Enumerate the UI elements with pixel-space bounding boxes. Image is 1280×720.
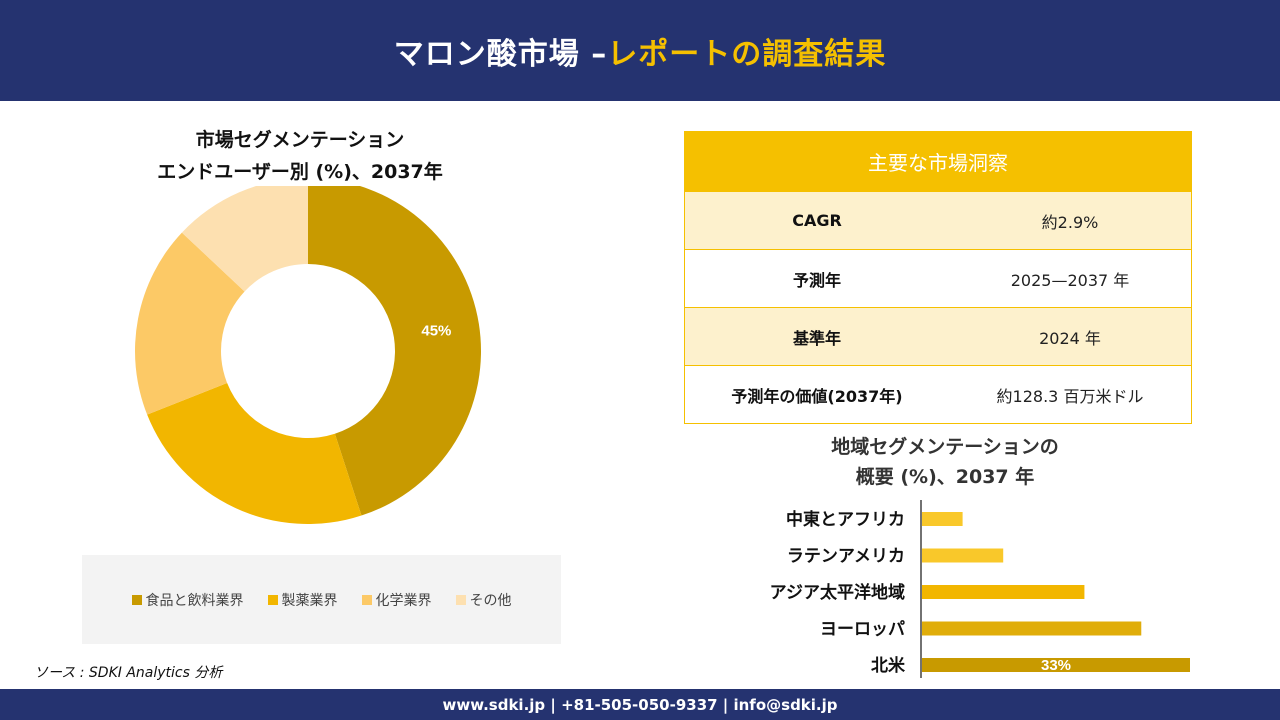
- page-title-accent: レポートの調査結果: [607, 36, 887, 72]
- insight-row-forecast-year: 予測年 2025—2037 年: [685, 249, 1191, 307]
- bar: [922, 658, 1190, 672]
- bar: [922, 621, 1142, 636]
- footer-contact: www.sdki.jp | +81-505-050-9337 | info@sd…: [0, 689, 1280, 720]
- donut-slice: [181, 186, 308, 292]
- donut-chart: 45%: [135, 186, 482, 524]
- legend-label: その他: [469, 592, 512, 609]
- source-note: ソース : SDKI Analytics 分析: [34, 665, 223, 681]
- insight-row-forecast-value: 予測年の価値(2037年) 約128.3 百万米ドル: [685, 365, 1191, 423]
- bar-category-label: ラテンアメリカ: [787, 547, 905, 567]
- bar: [922, 512, 963, 526]
- donut-title-line2: エンドユーザー別 (%)、2037年: [157, 161, 443, 183]
- insight-label: CAGR: [792, 211, 842, 230]
- legend-swatch: [455, 594, 466, 605]
- legend-swatch: [361, 594, 372, 605]
- insight-value: 約128.3 百万米ドル: [996, 386, 1144, 406]
- header-banner: マロン酸市場 – レポートの調査結果: [0, 0, 1280, 101]
- insight-value: 2024 年: [1039, 328, 1101, 348]
- legend-item: 食品と飲料業界: [131, 590, 244, 610]
- legend-item: 製薬業界: [267, 590, 338, 610]
- insight-label: 予測年: [792, 270, 841, 290]
- insight-row-base-year: 基準年 2024 年: [685, 307, 1191, 365]
- bar-category-label: ヨーロッパ: [820, 620, 905, 640]
- legend-item: その他: [455, 590, 512, 610]
- donut-data-label: 45%: [421, 323, 451, 340]
- bar-title-line1: 地域セグメンテーションの: [831, 436, 1059, 458]
- legend-swatch: [267, 594, 278, 605]
- legend-label: 食品と飲料業界: [145, 592, 244, 609]
- bar-category-label: 中東とアフリカ: [786, 509, 905, 530]
- key-insights-table: 主要な市場洞察 CAGR 約2.9% 予測年 2025—2037 年 基準年 2…: [684, 131, 1192, 424]
- donut-chart-title: 市場セグメンテーション エンドユーザー別 (%)、2037年: [130, 124, 470, 188]
- bar-title-line2: 概要 (%)、2037 年: [855, 466, 1035, 488]
- legend-item: 化学業界: [361, 590, 432, 610]
- legend-label: 製薬業界: [281, 592, 338, 609]
- insight-row-cagr: CAGR 約2.9%: [685, 191, 1191, 249]
- donut-slice: [147, 383, 362, 524]
- donut-slice: [308, 186, 482, 516]
- insight-label: 基準年: [792, 328, 841, 348]
- donut-slice: [135, 232, 245, 415]
- bar: [922, 548, 1004, 563]
- bar: [922, 585, 1085, 599]
- bar-category-label: アジア太平洋地域: [770, 582, 905, 603]
- legend-swatch: [131, 594, 142, 605]
- insight-value: 2025—2037 年: [1010, 270, 1130, 290]
- page-title: マロン酸市場 –: [393, 36, 608, 72]
- donut-legend: 食品と飲料業界 製薬業界 化学業界 その他: [82, 555, 561, 644]
- insight-label: 予測年の価値(2037年): [731, 386, 903, 406]
- insight-value: 約2.9%: [1041, 212, 1099, 232]
- bar-data-label: 33%: [1041, 657, 1071, 674]
- bar-category-label: 北米: [871, 655, 906, 676]
- bar-chart-title: 地域セグメンテーションの 概要 (%)、2037 年: [760, 432, 1130, 492]
- donut-title-line1: 市場セグメンテーション: [195, 129, 405, 151]
- legend-label: 化学業界: [375, 592, 432, 609]
- insights-heading: 主要な市場洞察: [685, 132, 1191, 191]
